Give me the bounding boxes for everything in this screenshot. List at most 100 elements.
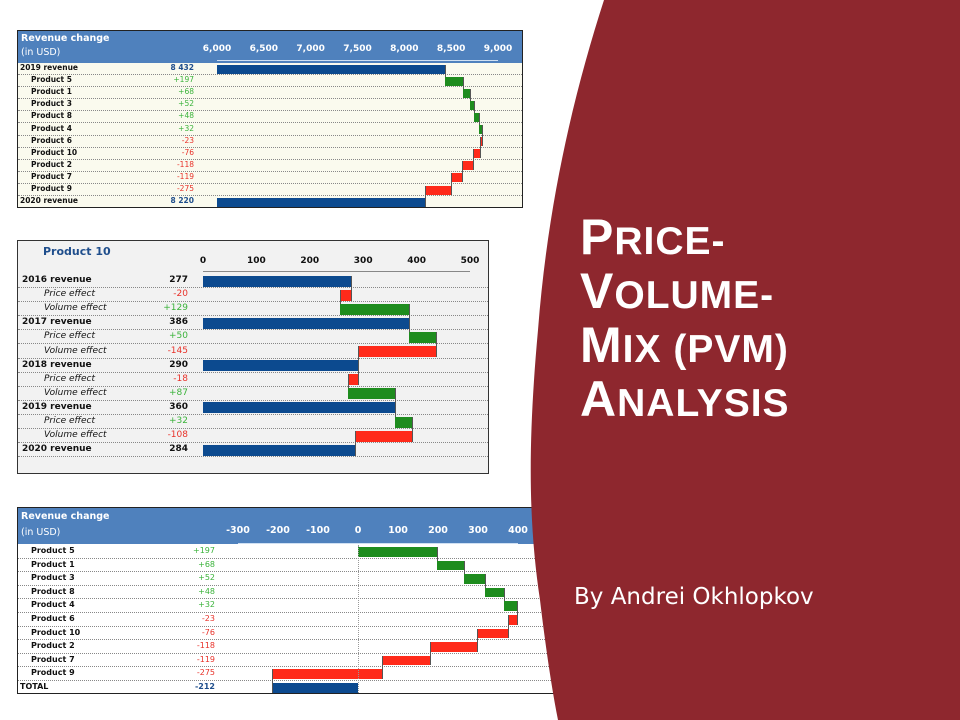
table-row: 2020 revenue 284 bbox=[18, 443, 488, 458]
row-value: -145 bbox=[167, 345, 188, 356]
connector-line bbox=[409, 303, 411, 329]
row-value: +68 bbox=[178, 87, 194, 97]
row-label: 2019 revenue bbox=[20, 63, 79, 72]
decrease-bar bbox=[472, 149, 480, 159]
row-value: -119 bbox=[196, 654, 215, 664]
header-subtitle: (in USD) bbox=[21, 47, 61, 58]
table-row: 2016 revenue 277 bbox=[18, 274, 488, 301]
row-value: -212 bbox=[194, 682, 215, 691]
decrease-bar bbox=[272, 669, 383, 679]
row-label: 2020 revenue bbox=[22, 444, 92, 455]
row-value: +87 bbox=[169, 387, 188, 398]
table-row: Price effect +50 bbox=[18, 330, 488, 358]
total-bar bbox=[217, 197, 425, 207]
row-value: 360 bbox=[169, 401, 188, 412]
row-label: Price effect bbox=[44, 373, 96, 384]
table-row: Product 7 -119 bbox=[18, 654, 561, 679]
axis-tick-label: -200 bbox=[266, 525, 290, 536]
table-row: Product 3 +52 bbox=[18, 572, 561, 598]
table-row: Price effect -20 bbox=[18, 288, 488, 315]
row-label: Product 7 bbox=[31, 171, 72, 181]
row-value: +197 bbox=[193, 546, 215, 555]
table-header: Revenue change (in USD) 6,000 6,500 7,000 7… bbox=[18, 31, 522, 63]
connector-line bbox=[469, 88, 471, 110]
table-row: Product 1 +68 bbox=[18, 559, 561, 584]
table-row: Price effect +32 bbox=[18, 415, 488, 442]
title-line-3: MIX (PVM) bbox=[580, 317, 789, 373]
row-value: +52 bbox=[198, 573, 215, 583]
axis-tick-label: 200 bbox=[428, 525, 448, 536]
row-label: Price effect bbox=[44, 331, 96, 342]
decrease-bar bbox=[424, 185, 451, 195]
total-bar bbox=[203, 444, 355, 456]
connector-line bbox=[412, 416, 414, 442]
row-label: 2020 revenue bbox=[20, 196, 79, 206]
decrease-bar bbox=[477, 628, 508, 639]
author-byline: By Andrei Okhlopkov bbox=[574, 584, 814, 610]
row-value: -118 bbox=[176, 159, 194, 169]
connector-line bbox=[354, 430, 356, 456]
revenue-bridge-table: Revenue change (in USD) 6,000 6,500 7,000 7… bbox=[17, 30, 523, 208]
decrease-bar bbox=[450, 173, 462, 183]
table-row: Product 4 +32 bbox=[18, 599, 561, 625]
total-bar bbox=[203, 402, 396, 414]
axis-tick-label: 9,000 bbox=[483, 44, 513, 54]
row-label: Product 10 bbox=[31, 147, 78, 157]
row-label: Product 5 bbox=[31, 546, 75, 555]
x-axis-line bbox=[203, 271, 470, 272]
row-value: -108 bbox=[167, 430, 188, 441]
table-row: Product 9 -275 bbox=[18, 667, 561, 693]
axis-tick-label: -300 bbox=[226, 525, 250, 536]
increase-bar bbox=[395, 416, 413, 428]
row-value: +52 bbox=[178, 99, 194, 109]
increase-bar bbox=[474, 112, 479, 122]
row-value: 284 bbox=[169, 444, 188, 455]
row-value: -76 bbox=[181, 147, 194, 157]
row-label: Product 2 bbox=[31, 159, 72, 169]
axis-tick-label: 500 bbox=[460, 256, 480, 266]
connector-line bbox=[394, 388, 396, 414]
row-label: Volume effect bbox=[44, 345, 107, 356]
row-value: -20 bbox=[173, 289, 188, 300]
header-title: Revenue change bbox=[21, 33, 110, 44]
connector-line bbox=[444, 64, 446, 86]
header-subtitle: (in USD) bbox=[21, 527, 61, 538]
table-row: Product 5 +197 bbox=[18, 545, 561, 571]
table-row: Product 9 -275 bbox=[18, 184, 522, 207]
connector-line bbox=[409, 317, 411, 343]
table-row: Product 7 -119 bbox=[18, 171, 522, 195]
connector-line bbox=[357, 360, 359, 386]
row-value: +129 bbox=[163, 303, 188, 314]
axis-tick-label: 100 bbox=[388, 525, 408, 536]
row-value: -275 bbox=[176, 184, 194, 193]
increase-bar bbox=[340, 303, 410, 315]
row-label: Product 7 bbox=[31, 654, 75, 664]
connector-line bbox=[395, 402, 397, 428]
axis-tick-label: 0 bbox=[199, 256, 207, 266]
table-row: Volume effect -145 bbox=[18, 345, 488, 372]
increase-bar bbox=[504, 601, 517, 611]
decrease-bar bbox=[354, 430, 413, 442]
increase-bar bbox=[469, 100, 475, 110]
table-row: Product 2 -118 bbox=[18, 159, 522, 183]
connector-line bbox=[436, 547, 438, 571]
decrease-bar bbox=[358, 346, 436, 358]
connector-line bbox=[430, 642, 431, 666]
row-label: 2017 revenue bbox=[22, 317, 92, 328]
row-label: Product 1 bbox=[31, 87, 72, 97]
increase-bar bbox=[358, 547, 437, 557]
increase-bar bbox=[444, 76, 464, 86]
row-label: Product 8 bbox=[31, 586, 75, 596]
row-label: 2019 revenue bbox=[22, 401, 92, 412]
increase-bar bbox=[436, 560, 464, 571]
row-value: -76 bbox=[201, 627, 215, 637]
connector-line bbox=[464, 560, 465, 584]
connector-line bbox=[350, 275, 352, 301]
table-row: Product 5 +197 bbox=[18, 75, 522, 98]
row-label: 2016 revenue bbox=[22, 275, 92, 285]
row-value: 386 bbox=[169, 317, 188, 328]
total-bar bbox=[217, 64, 445, 74]
row-label: Volume effect bbox=[44, 430, 107, 441]
row-label: Product 2 bbox=[31, 641, 75, 651]
table-row: Product 8 +48 bbox=[18, 586, 561, 611]
